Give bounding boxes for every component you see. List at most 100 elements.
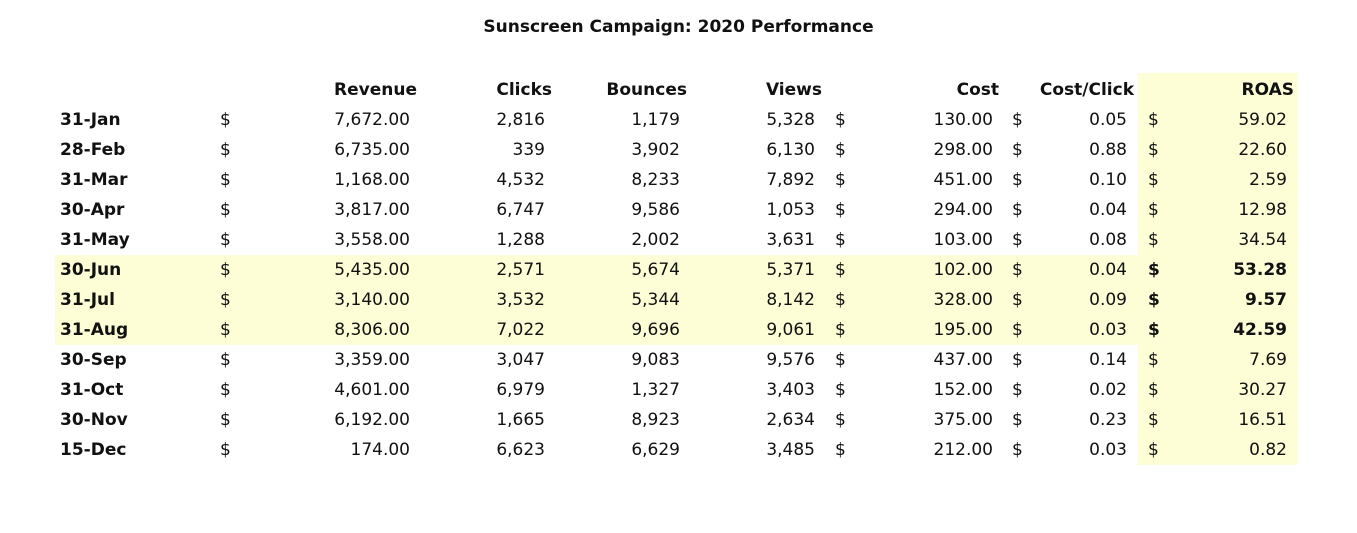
cell-views: 3,485: [766, 440, 815, 460]
cell-roas: 53.28: [1233, 260, 1287, 280]
cell-cost: 102.00: [933, 260, 993, 280]
cell-views: 3,631: [766, 230, 815, 250]
currency-symbol: $: [835, 260, 846, 280]
currency-symbol: $: [1012, 260, 1023, 280]
cell-views: 3,403: [766, 380, 815, 400]
cell-revenue: 3,558.00: [334, 230, 410, 250]
currency-symbol: $: [220, 170, 231, 190]
currency-symbol: $: [835, 170, 846, 190]
cell-date: 31-May: [60, 230, 130, 250]
currency-symbol: $: [1012, 440, 1023, 460]
currency-symbol: $: [1148, 440, 1159, 460]
cell-cost-click: 0.02: [1089, 380, 1127, 400]
currency-symbol: $: [835, 110, 846, 130]
cell-cost: 195.00: [933, 320, 993, 340]
cell-revenue: 3,817.00: [334, 200, 410, 220]
currency-symbol: $: [220, 320, 231, 340]
cell-cost: 437.00: [933, 350, 993, 370]
cell-clicks: 6,747: [496, 200, 545, 220]
cell-cost-click: 0.88: [1089, 140, 1127, 160]
cell-cost: 451.00: [933, 170, 993, 190]
cell-roas: 0.82: [1249, 440, 1287, 460]
currency-symbol: $: [220, 290, 231, 310]
cell-clicks: 1,665: [496, 410, 545, 430]
cell-date: 31-Jul: [60, 290, 115, 310]
currency-symbol: $: [1012, 320, 1023, 340]
currency-symbol: $: [1012, 380, 1023, 400]
currency-symbol: $: [835, 350, 846, 370]
currency-symbol: $: [220, 440, 231, 460]
currency-symbol: $: [1148, 110, 1159, 130]
cell-roas: 59.02: [1238, 110, 1287, 130]
cell-views: 6,130: [766, 140, 815, 160]
cell-views: 7,892: [766, 170, 815, 190]
currency-symbol: $: [1148, 260, 1160, 280]
cell-bounces: 9,696: [631, 320, 680, 340]
currency-symbol: $: [1012, 410, 1023, 430]
cell-roas: 34.54: [1238, 230, 1287, 250]
cell-bounces: 6,629: [631, 440, 680, 460]
cell-revenue: 3,359.00: [334, 350, 410, 370]
currency-symbol: $: [220, 230, 231, 250]
currency-symbol: $: [1148, 230, 1159, 250]
cell-cost: 212.00: [933, 440, 993, 460]
cell-clicks: 3,532: [496, 290, 545, 310]
cell-cost-click: 0.04: [1089, 200, 1127, 220]
cell-clicks: 2,816: [496, 110, 545, 130]
cell-views: 1,053: [766, 200, 815, 220]
currency-symbol: $: [835, 320, 846, 340]
cell-revenue: 1,168.00: [334, 170, 410, 190]
currency-symbol: $: [1148, 140, 1159, 160]
cell-views: 5,328: [766, 110, 815, 130]
cell-cost-click: 0.14: [1089, 350, 1127, 370]
currency-symbol: $: [835, 440, 846, 460]
cell-cost: 103.00: [933, 230, 993, 250]
cell-date: 28-Feb: [60, 140, 126, 160]
cell-bounces: 8,233: [631, 170, 680, 190]
cell-clicks: 339: [512, 140, 545, 160]
cell-views: 8,142: [766, 290, 815, 310]
cell-cost: 294.00: [933, 200, 993, 220]
currency-symbol: $: [835, 410, 846, 430]
cell-date: 30-Nov: [60, 410, 128, 430]
cell-date: 30-Apr: [60, 200, 125, 220]
cell-bounces: 9,586: [631, 200, 680, 220]
currency-symbol: $: [1012, 110, 1023, 130]
cell-cost: 152.00: [933, 380, 993, 400]
cell-roas: 22.60: [1238, 140, 1287, 160]
header-bounces: Bounces: [606, 80, 687, 100]
currency-symbol: $: [1148, 290, 1160, 310]
cell-roas: 12.98: [1238, 200, 1287, 220]
cell-revenue: 3,140.00: [334, 290, 410, 310]
cell-bounces: 1,327: [631, 380, 680, 400]
currency-symbol: $: [1148, 170, 1159, 190]
currency-symbol: $: [835, 380, 846, 400]
currency-symbol: $: [835, 230, 846, 250]
currency-symbol: $: [220, 350, 231, 370]
cell-clicks: 7,022: [496, 320, 545, 340]
currency-symbol: $: [1012, 290, 1023, 310]
cell-bounces: 3,902: [631, 140, 680, 160]
cell-cost-click: 0.03: [1089, 320, 1127, 340]
cell-clicks: 6,623: [496, 440, 545, 460]
highlight-rows-band: [55, 255, 1142, 345]
currency-symbol: $: [220, 140, 231, 160]
cell-roas: 2.59: [1249, 170, 1287, 190]
header-cost-per-click: Cost/Click: [1039, 80, 1134, 100]
currency-symbol: $: [835, 200, 846, 220]
header-cost: Cost: [956, 80, 999, 100]
currency-symbol: $: [835, 290, 846, 310]
cell-views: 5,371: [766, 260, 815, 280]
header-views: Views: [765, 80, 822, 100]
cell-bounces: 5,674: [631, 260, 680, 280]
highlight-roas-column: [1138, 73, 1298, 465]
currency-symbol: $: [220, 110, 231, 130]
cell-date: 15-Dec: [60, 440, 127, 460]
cell-cost-click: 0.08: [1089, 230, 1127, 250]
cell-roas: 42.59: [1233, 320, 1287, 340]
cell-bounces: 5,344: [631, 290, 680, 310]
page-title: Sunscreen Campaign: 2020 Performance: [483, 17, 874, 37]
cell-date: 31-Jan: [60, 110, 121, 130]
currency-symbol: $: [1148, 320, 1160, 340]
cell-roas: 9.57: [1245, 290, 1287, 310]
